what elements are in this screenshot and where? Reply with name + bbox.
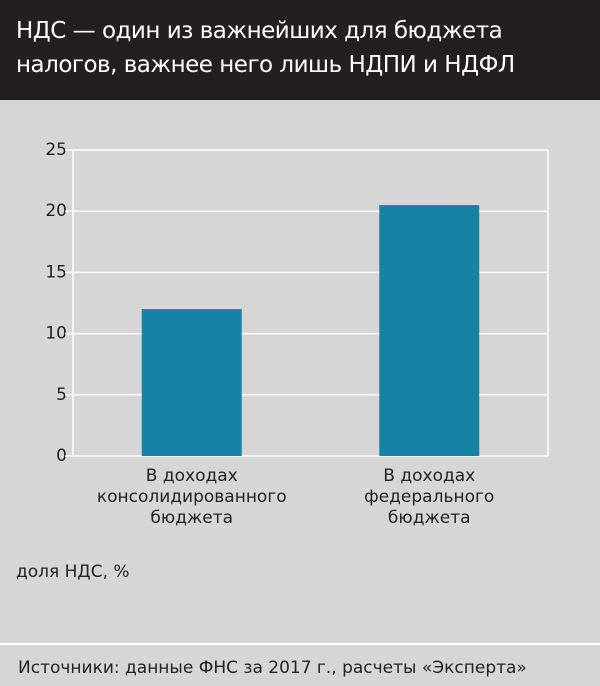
y-tick-label: 15 <box>45 262 67 282</box>
y-tick-label: 10 <box>45 324 67 344</box>
source: Источники: данные ФНС за 2017 г., расчет… <box>18 658 527 678</box>
bar <box>141 309 242 456</box>
x-tick-label: В доходах федерального бюджета <box>364 466 494 528</box>
bar <box>379 205 480 456</box>
y-tick-label: 0 <box>56 446 67 466</box>
y-tick-label: 5 <box>56 385 67 405</box>
axis-label: доля НДС, % <box>16 562 130 582</box>
y-tick-label: 20 <box>45 201 67 221</box>
y-tick-label: 25 <box>45 140 67 160</box>
chart-title: НДС — один из важнейших для бюджета нало… <box>0 0 600 100</box>
x-tick-label: В доходах консолидированного бюджета <box>97 466 287 528</box>
